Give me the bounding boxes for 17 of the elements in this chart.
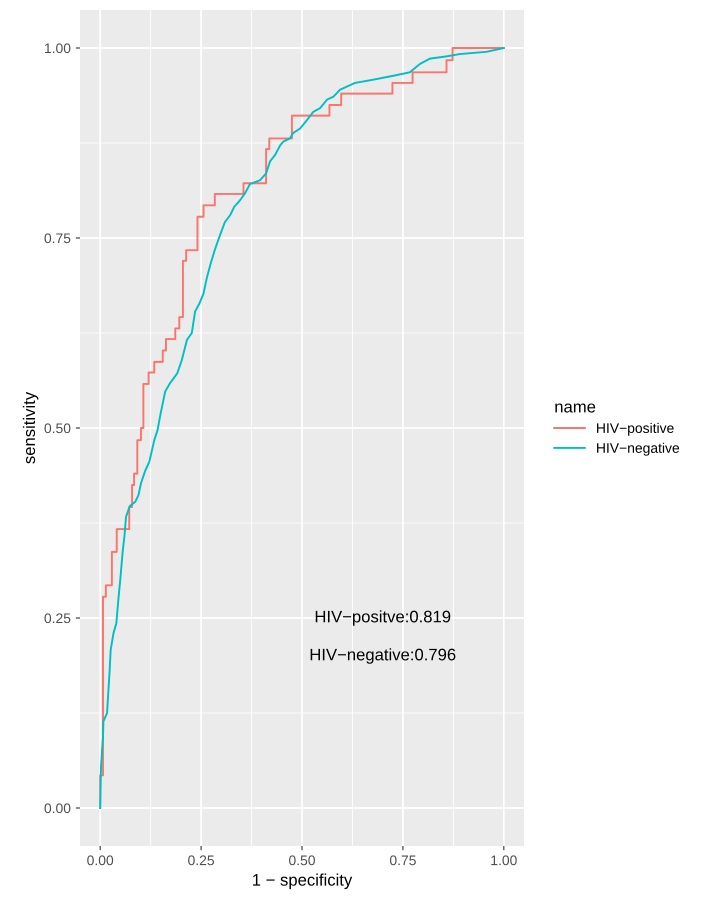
x-tick-label: 1.00 — [491, 855, 517, 866]
annotation: HIV−positve:0.819 — [316, 610, 450, 626]
legend-label: HIV−positive — [597, 422, 674, 436]
x-tick-label: 0.25 — [188, 855, 214, 866]
y-axis-title: sensitivity — [22, 392, 38, 464]
y-tick-label: 0.00 — [44, 803, 70, 814]
annotation: HIV−negative:0.796 — [310, 648, 456, 664]
y-tick-label: 0.50 — [44, 423, 70, 434]
legend-label: HIV−negative — [597, 442, 680, 456]
y-tick-label: 0.25 — [44, 613, 70, 624]
y-tick-label: 0.75 — [44, 233, 70, 244]
x-tick-label: 0.50 — [289, 855, 315, 866]
x-axis-title: 1 − specificity — [253, 874, 352, 890]
x-tick-label: 0.00 — [87, 855, 114, 866]
y-tick-label: 1.00 — [45, 43, 70, 54]
legend-title: name — [555, 403, 596, 413]
x-tick-label: 0.75 — [390, 855, 416, 866]
